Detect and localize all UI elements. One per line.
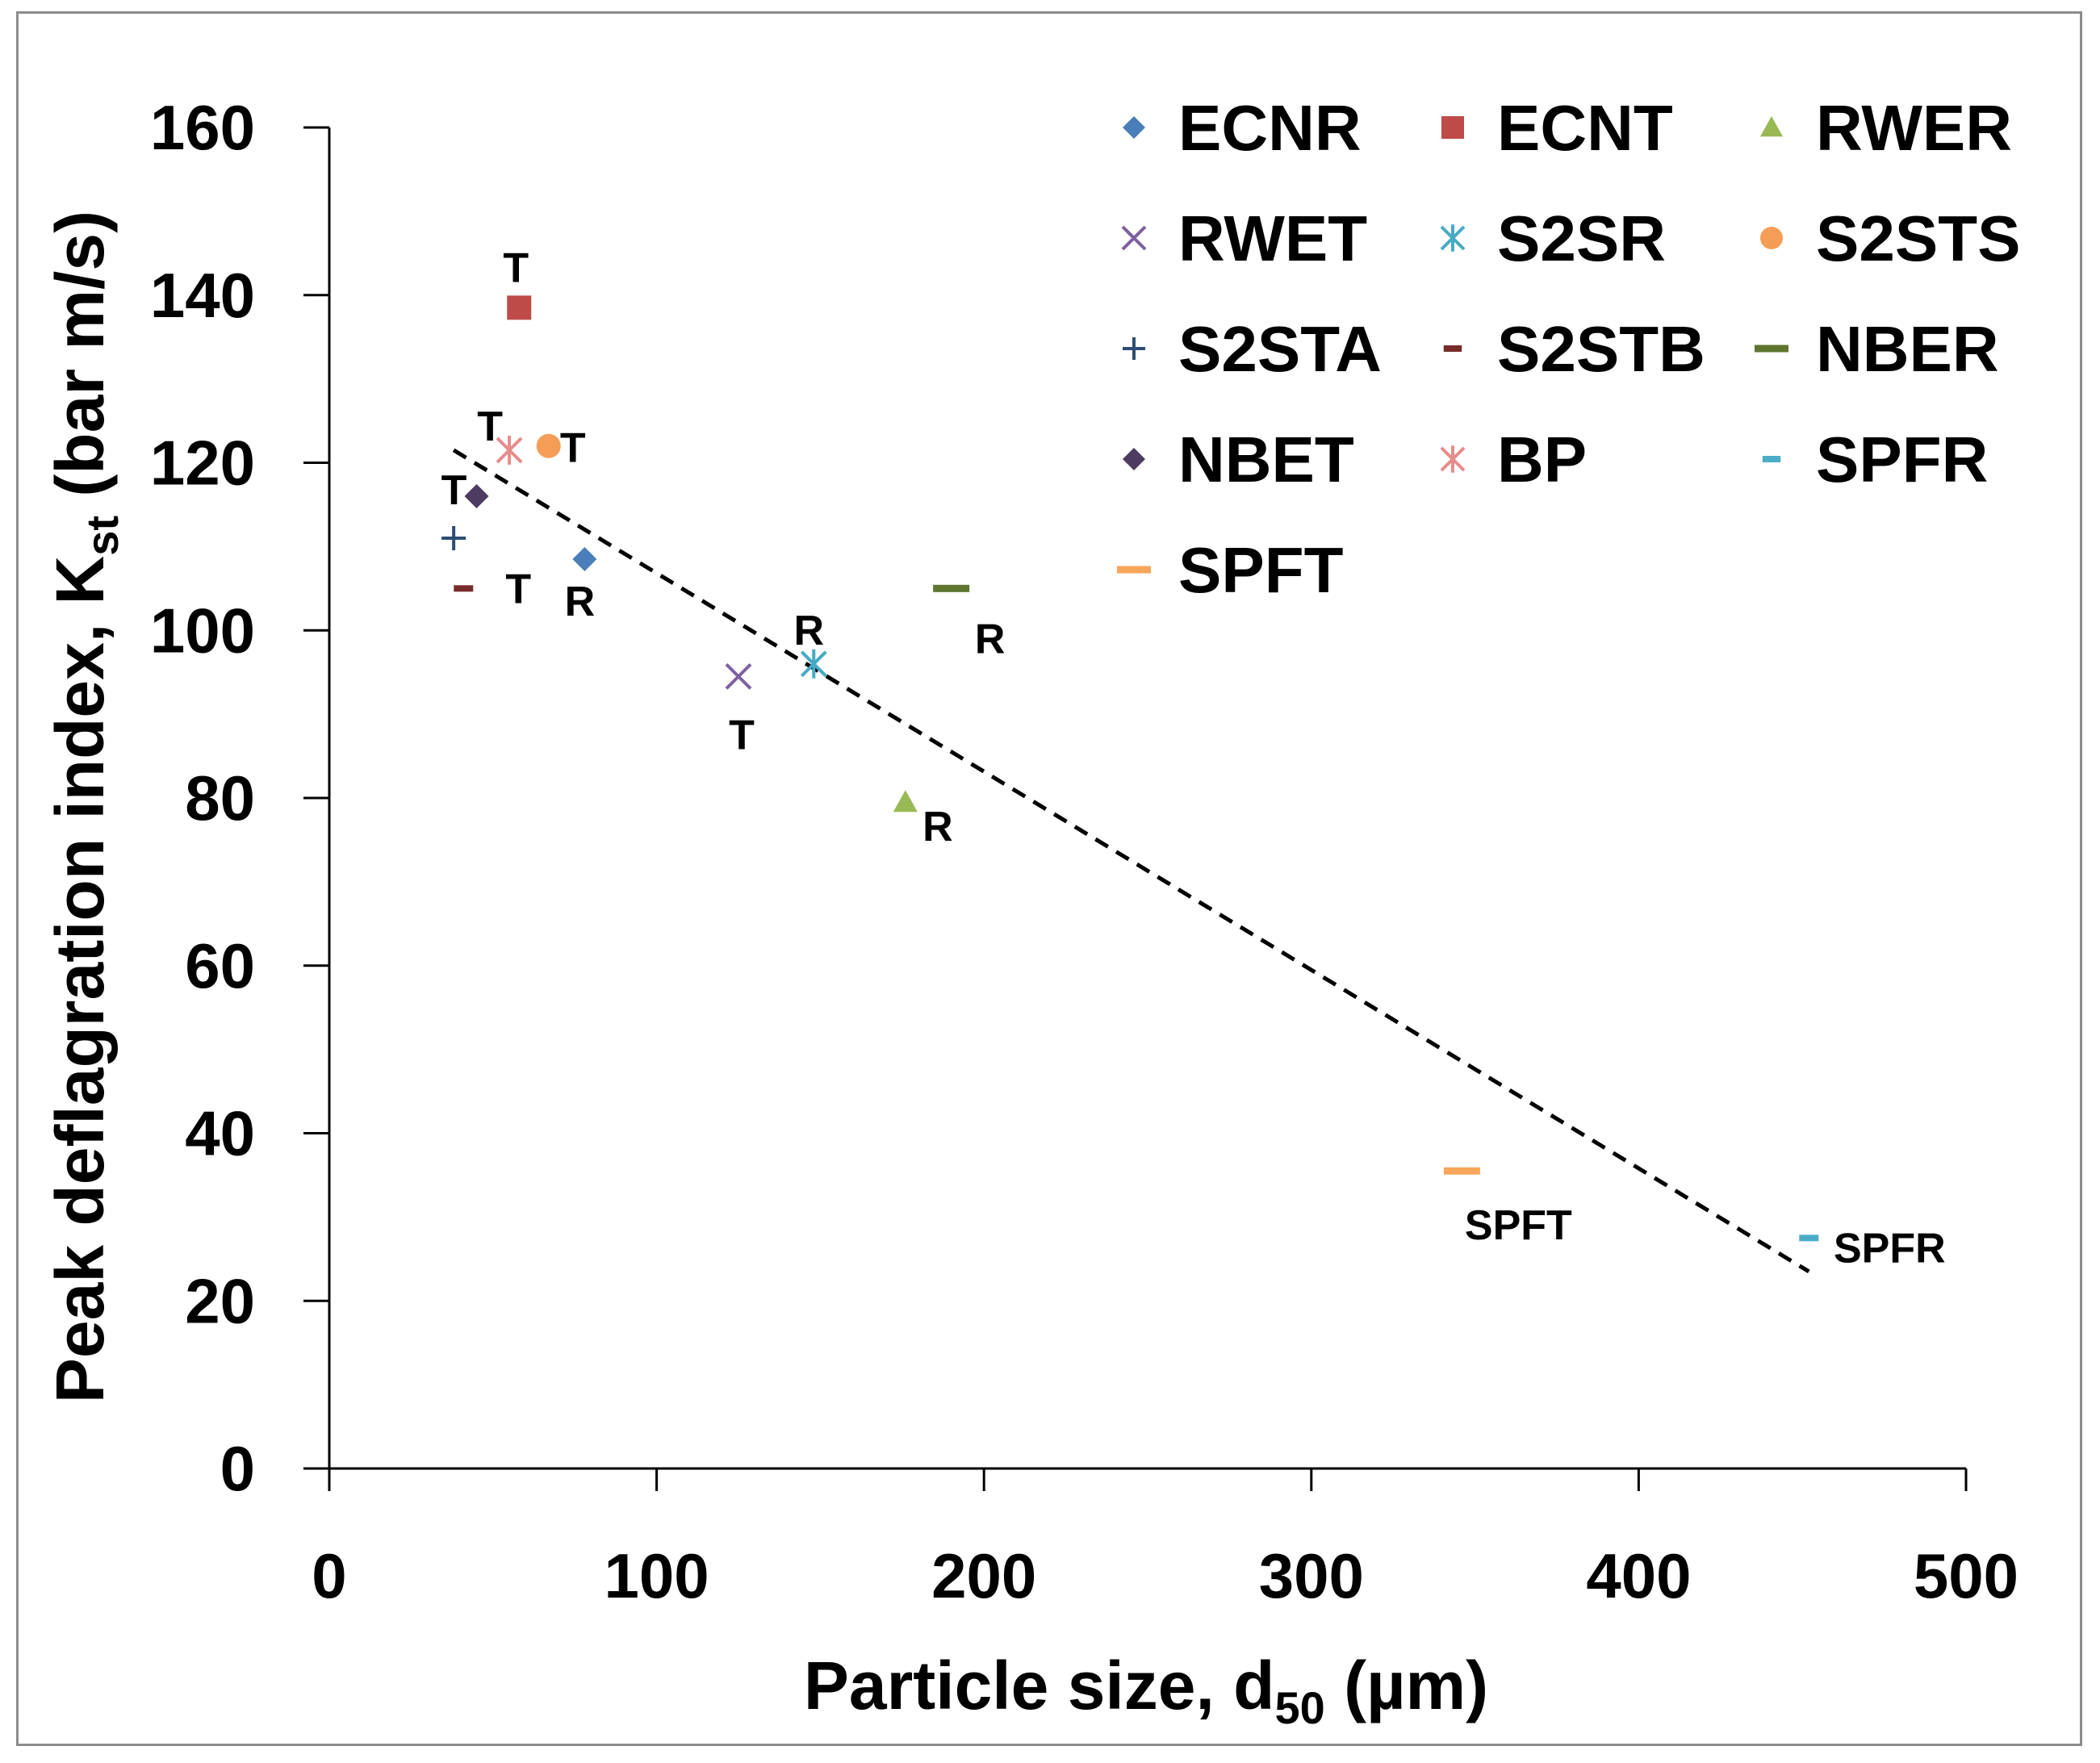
- legend-marker-rwet: [1121, 225, 1147, 251]
- trendline: [452, 448, 1810, 1274]
- y-tick-label: 0: [220, 1433, 255, 1504]
- legend-marker-spft: [1117, 566, 1151, 574]
- legend-label-s2stb: S2STB: [1497, 313, 1705, 385]
- point-annotation-s2sts: T: [560, 425, 586, 472]
- x-tick-label: 200: [931, 1540, 1036, 1611]
- point-annotation-rwet: T: [729, 712, 755, 758]
- y-tick-label: 140: [150, 260, 255, 331]
- point-annotation-ecnr: R: [565, 579, 596, 625]
- legend-label-s2sts: S2STS: [1816, 203, 2020, 274]
- y-tick-label: 80: [185, 762, 255, 833]
- legend-label-nbet: NBET: [1178, 424, 1354, 495]
- point-annotation-spft: SPFT: [1465, 1202, 1572, 1249]
- x-tick-label: 100: [604, 1540, 709, 1611]
- point-ecnr: [572, 546, 597, 571]
- legend-marker-s2sr: [1440, 224, 1466, 252]
- point-nbet: [464, 484, 489, 509]
- legend: ECNR ECNT RWER RWET S2SR S2STS S2STA S2STB NBER N…: [1117, 92, 2020, 606]
- legend-marker-s2stb: [1443, 345, 1462, 352]
- point-s2stb: [454, 585, 474, 592]
- point-spft: [1443, 1167, 1480, 1175]
- y-axis-title-tail: (bar m/s): [42, 211, 118, 516]
- legend-label-s2sr: S2SR: [1497, 203, 1666, 274]
- legend-label-spft: SPFT: [1178, 534, 1344, 606]
- point-annotation-nbet: T: [441, 467, 467, 514]
- point-annotation-spfr: SPFR: [1834, 1225, 1946, 1272]
- y-tick-label: 160: [150, 92, 255, 163]
- legend-marker-spfr: [1762, 456, 1781, 462]
- point-s2sta: [441, 525, 466, 550]
- point-annotation-rwer: R: [922, 804, 953, 850]
- y-tick-label: 120: [150, 428, 255, 499]
- legend-label-ecnr: ECNR: [1178, 92, 1362, 164]
- legend-marker-ecnr: [1123, 116, 1145, 139]
- point-s2sr: [800, 649, 827, 679]
- x-tick-label: 400: [1586, 1540, 1691, 1611]
- legend-marker-nber: [1755, 345, 1788, 353]
- y-axis-title: Peak deflagration index, Kst (bar m/s): [42, 211, 128, 1403]
- x-axis-title-main: Particle size, d: [804, 1648, 1275, 1723]
- legend-label-rwer: RWER: [1816, 92, 2012, 164]
- point-annotation-nber: R: [975, 616, 1006, 662]
- y-tick-label: 40: [185, 1098, 255, 1169]
- x-tick-label: 300: [1259, 1540, 1364, 1611]
- x-axis-title-sub: 50: [1274, 1682, 1324, 1733]
- point-s2sts: [536, 433, 561, 458]
- point-rwet: [725, 662, 752, 690]
- legend-marker-rwer: [1760, 116, 1783, 137]
- legend-label-bp: BP: [1497, 424, 1587, 495]
- legend-marker-ecnt: [1441, 116, 1464, 139]
- legend-marker-bp: [1440, 445, 1466, 473]
- chart-frame: [16, 11, 2082, 1746]
- legend-marker-s2sts: [1760, 227, 1783, 249]
- legend-marker-s2sta: [1123, 337, 1145, 360]
- legend-label-ecnt: ECNT: [1497, 92, 1673, 164]
- point-spfr: [1799, 1235, 1819, 1242]
- point-annotation-ecnt: T: [503, 244, 529, 291]
- y-tick-label: 60: [185, 930, 255, 1001]
- point-nber: [933, 584, 970, 592]
- y-tick-label: 100: [150, 595, 255, 666]
- x-axis-title: Particle size, d50 (µm): [804, 1648, 1488, 1733]
- point-bp: [496, 435, 523, 465]
- legend-label-nber: NBER: [1816, 313, 1999, 385]
- legend-label-rwet: RWET: [1178, 203, 1367, 274]
- x-tick-label: 0: [312, 1540, 346, 1611]
- legend-label-spfr: SPFR: [1816, 424, 1988, 495]
- y-axis-title-main: Peak deflagration index, K: [42, 556, 118, 1403]
- axes: 0 20 40 60 80 100 120 140 160 0 100 200 300 400 500: [150, 92, 2018, 1611]
- point-annotation-s2sr: R: [794, 608, 825, 654]
- point-ecnt: [507, 295, 532, 320]
- point-rwer: [893, 790, 918, 813]
- y-axis-title-sub: st: [77, 516, 128, 556]
- x-tick-label: 500: [1914, 1540, 2018, 1611]
- point-annotation-s2stb: T: [505, 566, 531, 612]
- x-axis-title-tail: (µm): [1325, 1648, 1488, 1723]
- trendline-layer: [452, 448, 1810, 1274]
- point-annotation-bp: T: [477, 403, 503, 450]
- legend-marker-nbet: [1123, 448, 1145, 470]
- legend-label-s2sta: S2STA: [1178, 313, 1382, 385]
- y-tick-label: 20: [185, 1265, 255, 1336]
